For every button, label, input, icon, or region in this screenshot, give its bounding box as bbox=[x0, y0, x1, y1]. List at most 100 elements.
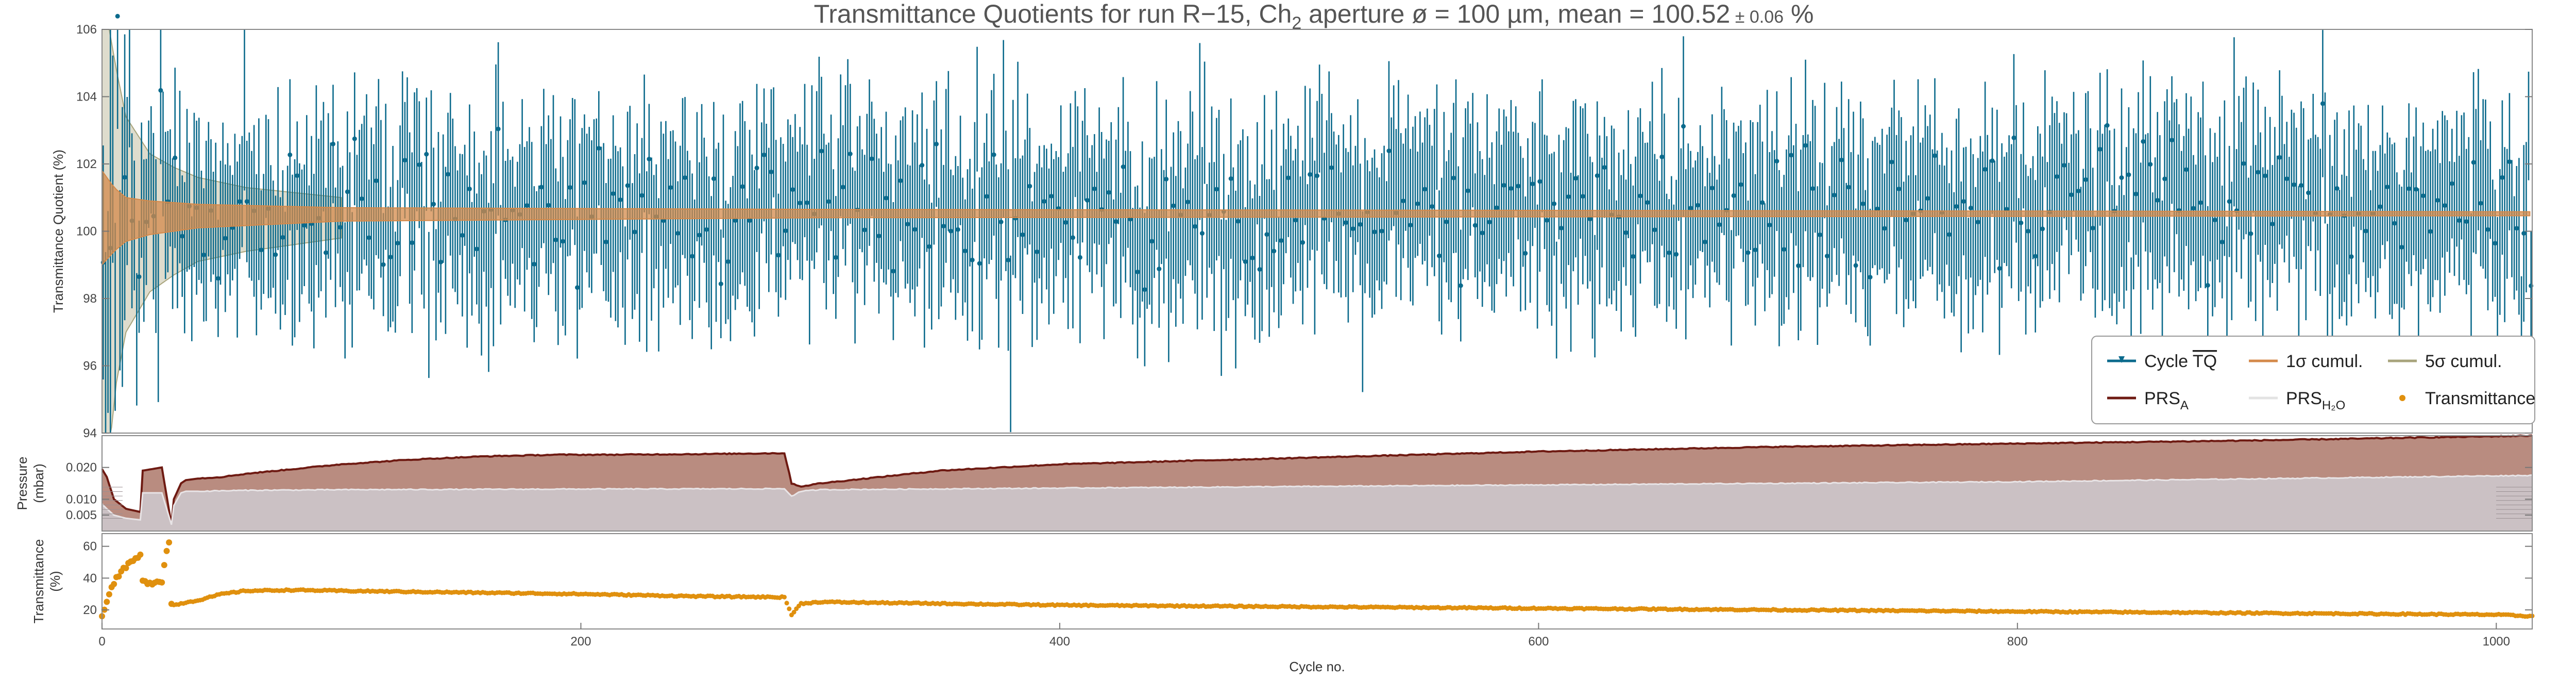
tq-point bbox=[546, 203, 551, 208]
tq-point bbox=[1501, 183, 1506, 188]
tq-point bbox=[1975, 220, 1980, 225]
tq-point bbox=[137, 274, 142, 279]
tq-point bbox=[1329, 165, 1334, 170]
tq-point bbox=[302, 223, 307, 228]
tq-point bbox=[331, 141, 335, 146]
tq-point bbox=[1185, 200, 1190, 205]
y-tick-label: 0.010 bbox=[66, 492, 97, 506]
tq-point bbox=[2284, 176, 2290, 181]
tq-point bbox=[1760, 200, 1765, 205]
tq-point bbox=[561, 239, 566, 244]
tq-point bbox=[1889, 159, 1894, 164]
tq-point bbox=[2399, 244, 2404, 250]
tq-point bbox=[970, 257, 975, 262]
tq-point bbox=[2270, 222, 2275, 226]
tq-point bbox=[2090, 225, 2095, 230]
tq-point bbox=[733, 218, 738, 223]
tq-point bbox=[1846, 185, 1851, 190]
tq-point bbox=[1832, 192, 1837, 197]
tq-point bbox=[718, 281, 723, 287]
tq-point bbox=[1257, 267, 1262, 272]
tq-point bbox=[1149, 239, 1155, 244]
tq-point bbox=[122, 175, 127, 180]
tq-point bbox=[596, 146, 601, 151]
tq-point bbox=[2299, 183, 2303, 188]
tq-point bbox=[2198, 200, 2203, 205]
tq-point bbox=[2162, 176, 2167, 181]
tq-point bbox=[647, 157, 652, 161]
tq-point bbox=[1164, 176, 1169, 181]
tq-point bbox=[2363, 228, 2368, 234]
x-tick-label: 600 bbox=[1528, 635, 1549, 649]
tq-point bbox=[1954, 204, 1959, 209]
prs-a-line bbox=[101, 434, 2532, 525]
tq-point bbox=[1817, 232, 1822, 237]
tq-point bbox=[1494, 205, 1499, 210]
tq-point bbox=[1042, 199, 1047, 204]
transmittance-point bbox=[787, 606, 792, 611]
tq-point bbox=[1810, 186, 1815, 191]
tq-point bbox=[697, 233, 702, 238]
tq-point bbox=[1709, 186, 1715, 191]
tq-point bbox=[1286, 175, 1291, 180]
tq-point bbox=[446, 172, 450, 177]
legend-item: 1σ cumul. bbox=[2249, 352, 2363, 371]
tq-point bbox=[2349, 254, 2354, 259]
tq-point bbox=[1868, 275, 1873, 280]
tq-point bbox=[1049, 194, 1054, 198]
tq-point bbox=[1171, 203, 1176, 208]
tq-point bbox=[611, 191, 616, 196]
chart-title: Transmittance Quotients for run R−15, Ch… bbox=[814, 0, 1814, 33]
tq-point bbox=[2191, 206, 2196, 211]
tq-point bbox=[402, 158, 408, 163]
tq-point bbox=[1782, 247, 1787, 252]
tq-point bbox=[675, 231, 681, 236]
tq-point bbox=[1767, 222, 1772, 227]
tq-point bbox=[1063, 220, 1068, 225]
tq-point bbox=[2277, 155, 2282, 160]
tq-point bbox=[2449, 181, 2454, 186]
tq-point bbox=[876, 234, 882, 239]
tq-point bbox=[1530, 181, 1535, 187]
tq-point bbox=[1272, 248, 1277, 254]
tq-point bbox=[1516, 184, 1521, 189]
tq-point bbox=[661, 218, 666, 223]
transmittance-point bbox=[784, 601, 789, 606]
y-tick-label: 104 bbox=[76, 90, 97, 104]
tq-point bbox=[2256, 170, 2261, 175]
tq-point bbox=[1946, 232, 1952, 237]
tq-point bbox=[280, 235, 285, 240]
tq-point bbox=[1027, 184, 1032, 189]
tq-points bbox=[100, 13, 2534, 292]
y-tick-label: 96 bbox=[83, 359, 97, 373]
transmittance-point bbox=[161, 562, 167, 568]
prs-h2o-line bbox=[101, 474, 2533, 525]
tq-point bbox=[1982, 167, 1988, 172]
tq-point bbox=[1472, 223, 1478, 228]
tq-point bbox=[1142, 287, 1147, 292]
legend-label: Transmittance bbox=[2425, 389, 2535, 408]
tq-point bbox=[345, 189, 350, 194]
tq-point bbox=[496, 126, 501, 131]
tq-point bbox=[2126, 172, 2131, 177]
tq-point bbox=[1839, 157, 1844, 162]
tq-point bbox=[287, 152, 293, 157]
tq-point bbox=[2170, 138, 2175, 143]
tq-point bbox=[1882, 226, 1887, 231]
y-tick-label: 102 bbox=[76, 157, 97, 171]
tq-point bbox=[1358, 222, 1363, 227]
tq-point bbox=[2205, 283, 2210, 288]
tq-point bbox=[1688, 206, 1693, 211]
tq-point bbox=[798, 201, 803, 206]
tq-point bbox=[1430, 204, 1435, 209]
transmittance-point bbox=[123, 565, 129, 571]
tq-point bbox=[1250, 255, 1255, 260]
x-tick-label: 1000 bbox=[2483, 635, 2510, 649]
tq-point bbox=[2219, 239, 2225, 244]
tq-point bbox=[1157, 267, 1162, 272]
tq-point bbox=[1702, 239, 1707, 244]
tq-point bbox=[1652, 227, 1657, 233]
tq-point bbox=[2263, 173, 2268, 178]
tq-point bbox=[1315, 173, 1319, 178]
tq-point bbox=[1444, 219, 1449, 224]
